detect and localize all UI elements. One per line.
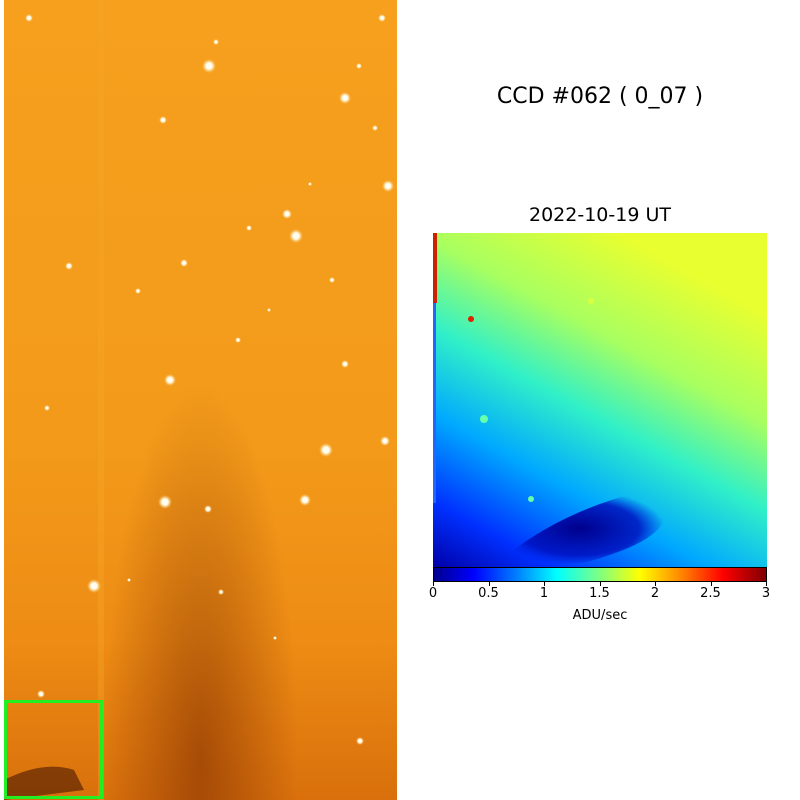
colorbar-tick-label: 1 (539, 586, 549, 601)
ccd-full-image (4, 0, 397, 800)
ccd-title: CCD #062 ( 0_07 ) (496, 84, 704, 109)
ccd-star-field (4, 0, 394, 800)
colorbar-tick-mark (488, 582, 490, 586)
colorbar-tick-mark (766, 582, 767, 586)
zoom-title: 2022-10-19 UT (529, 204, 671, 226)
colorbar-tick-label: 1.5 (589, 586, 610, 601)
colorbar-ticks: 0 0.5 1 1.5 2 2.5 3 (429, 582, 771, 612)
zoom-heatmap-image (433, 233, 767, 567)
colorbar-tick-label: 3 (761, 586, 771, 601)
colorbar (433, 567, 767, 582)
colorbar-tick-mark (433, 582, 434, 586)
colorbar-tick-label: 0.5 (478, 586, 499, 601)
colorbar-tick-label: 2.5 (700, 586, 721, 601)
colorbar-tick-mark (544, 582, 545, 586)
stars (25, 14, 394, 745)
zoom-region-box (4, 700, 103, 799)
colorbar-tick-mark (710, 582, 712, 586)
colorbar-label: ADU/sec (572, 608, 628, 623)
colorbar-tick-label: 2 (650, 586, 660, 601)
colorbar-tick-mark (655, 582, 656, 586)
zoom-heatmap (433, 233, 767, 567)
colorbar-tick-label: 0 (428, 586, 438, 601)
colorbar-tick-mark (599, 582, 601, 586)
